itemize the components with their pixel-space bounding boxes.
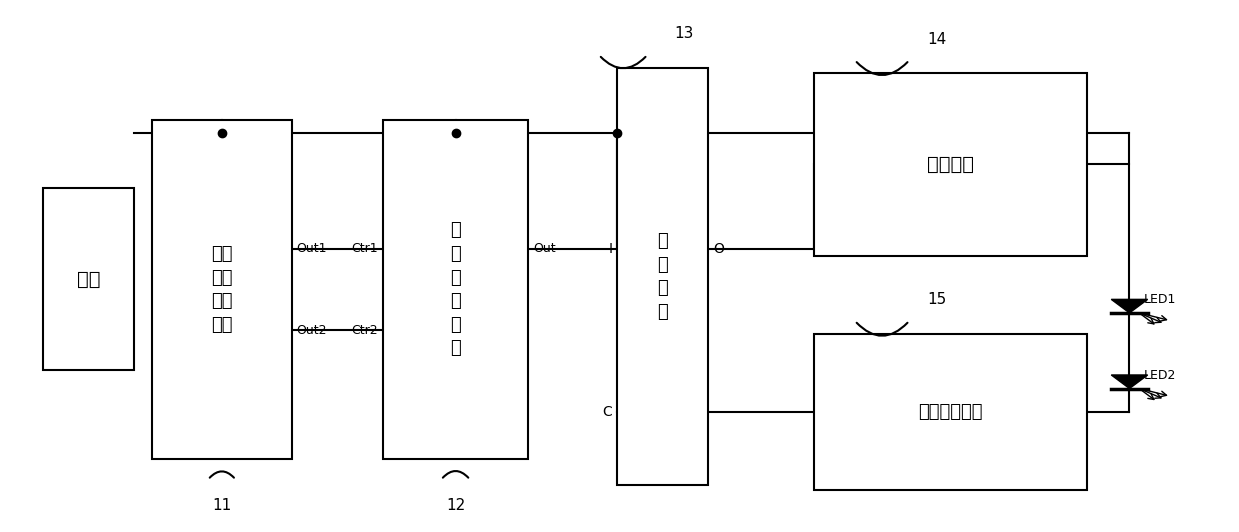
- Text: O: O: [712, 242, 724, 256]
- FancyBboxPatch shape: [152, 120, 291, 459]
- Text: Out2: Out2: [296, 323, 327, 337]
- Text: 驱动
电流
调节
单元: 驱动 电流 调节 单元: [211, 245, 233, 334]
- Text: 15: 15: [927, 293, 947, 307]
- Text: 12: 12: [446, 498, 465, 513]
- Text: 13: 13: [674, 27, 694, 41]
- Text: 14: 14: [927, 32, 947, 47]
- Text: LED2: LED2: [1144, 369, 1176, 382]
- Text: Ctr1: Ctr1: [351, 242, 378, 255]
- Text: LED1: LED1: [1144, 293, 1176, 306]
- FancyBboxPatch shape: [617, 68, 709, 485]
- Text: 恒流保持单元: 恒流保持单元: [918, 403, 983, 421]
- Text: 降压单元: 降压单元: [927, 155, 974, 174]
- Polygon shape: [1111, 300, 1147, 313]
- Text: 11: 11: [212, 498, 232, 513]
- Polygon shape: [1111, 375, 1147, 388]
- FancyBboxPatch shape: [814, 73, 1087, 255]
- FancyBboxPatch shape: [814, 334, 1087, 490]
- Text: 斩
波
单
元: 斩 波 单 元: [657, 232, 668, 321]
- Text: Out: Out: [533, 242, 556, 255]
- FancyBboxPatch shape: [383, 120, 528, 459]
- FancyBboxPatch shape: [42, 188, 134, 370]
- Text: I: I: [608, 242, 612, 256]
- Text: 驱
动
控
制
单
元: 驱 动 控 制 单 元: [450, 221, 461, 358]
- Text: Out1: Out1: [296, 242, 327, 255]
- Text: C: C: [602, 405, 612, 419]
- Text: 电源: 电源: [77, 270, 100, 288]
- Text: Ctr2: Ctr2: [351, 323, 378, 337]
